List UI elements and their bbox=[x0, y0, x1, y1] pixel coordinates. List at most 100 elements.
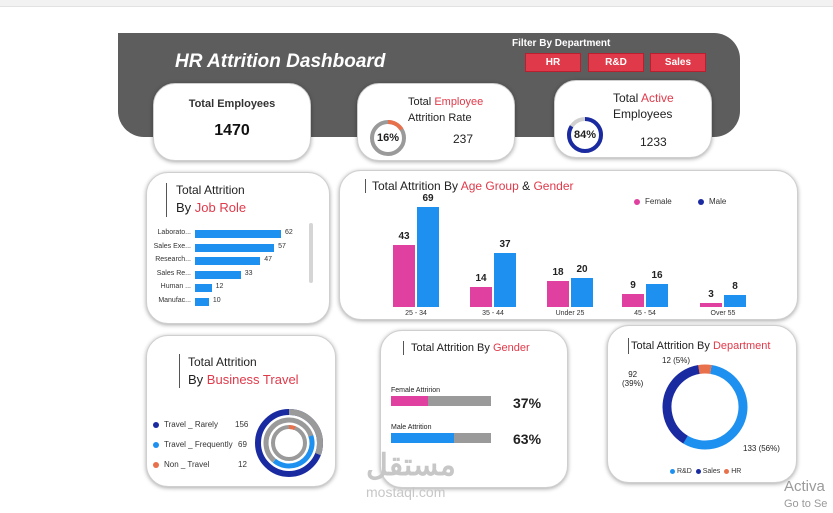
filter-button-hr[interactable]: HR bbox=[525, 53, 581, 72]
dept-legend-sales-label: Sales bbox=[702, 468, 721, 475]
age-gender-bar-male[interactable] bbox=[494, 253, 516, 307]
gender-title-plain: Total Attrition By bbox=[411, 342, 490, 354]
age-gender-bar-value: 20 bbox=[576, 264, 588, 275]
job-role-bar-label: Research... bbox=[155, 256, 191, 263]
age-gender-category-label: 35 - 44 bbox=[482, 310, 504, 317]
kpi-attrition-subtitle: Attrition Rate bbox=[408, 112, 472, 124]
kpi-attrition-value: 237 bbox=[453, 132, 474, 146]
legend-female-label: Female bbox=[645, 197, 672, 206]
age-gender-bar-male[interactable] bbox=[646, 283, 668, 307]
age-gender-category-label: 25 - 34 bbox=[405, 310, 427, 317]
age-gender-bar-value: 14 bbox=[475, 272, 487, 284]
kpi-attrition-label-plain: Total bbox=[408, 96, 432, 108]
kpi-active-value: 1233 bbox=[640, 135, 667, 149]
job-role-bar-value: 12 bbox=[215, 283, 224, 290]
travel-item-frequently: Travel _ Frequently bbox=[153, 440, 233, 449]
kpi-active-title: Total Active bbox=[613, 91, 674, 105]
job-role-bar[interactable] bbox=[195, 297, 209, 306]
kpi-active-card: Total Active Employees 84% 1233 bbox=[554, 80, 712, 158]
male-attrition-label: Male Attrition bbox=[391, 424, 432, 431]
age-gender-title-gender: Gender bbox=[533, 179, 574, 193]
legend-male-dot bbox=[698, 198, 704, 205]
travel-non-label: Non _ Travel bbox=[164, 460, 210, 469]
travel-rarely-dot bbox=[153, 421, 159, 428]
job-role-bar[interactable] bbox=[195, 243, 275, 252]
travel-donut-ring-outer-rest bbox=[255, 409, 323, 477]
female-attrition-track bbox=[391, 396, 491, 406]
gender-title: Total Attrition By Gender bbox=[411, 342, 530, 354]
job-role-bar[interactable] bbox=[195, 230, 281, 238]
filter-button-sales[interactable]: Sales bbox=[650, 53, 706, 72]
age-gender-title: Total Attrition By Age Group & Gender bbox=[372, 179, 574, 193]
mostaql-watermark-url: mostaql.com bbox=[366, 484, 446, 500]
business-travel-title-line2: By Business Travel bbox=[188, 372, 299, 387]
business-travel-title-red: Business Travel bbox=[206, 372, 299, 387]
dept-label-sales-pct: (39%) bbox=[622, 379, 644, 388]
travel-non-value: 12 bbox=[238, 460, 247, 469]
dept-legend-rnd-dot bbox=[670, 468, 675, 474]
job-role-title-by: By bbox=[176, 200, 192, 215]
kpi-attrition-title: Total Employee bbox=[408, 96, 483, 108]
travel-non-dot bbox=[153, 461, 159, 468]
dept-legend-hr-dot bbox=[724, 468, 730, 474]
department-slice-rnd[interactable] bbox=[662, 364, 749, 451]
filter-button-rnd[interactable]: R&D bbox=[588, 53, 644, 72]
job-role-scrollbar[interactable] bbox=[309, 223, 313, 283]
dept-legend-hr-label: HR bbox=[731, 468, 742, 475]
job-role-bar-label: Human ... bbox=[160, 283, 191, 290]
legend-female-dot bbox=[634, 198, 640, 205]
age-gender-bar-female[interactable] bbox=[470, 286, 492, 307]
travel-item-non: Non _ Travel bbox=[153, 460, 209, 469]
legend-male: Male bbox=[698, 197, 726, 206]
job-role-bar-label: Sales Re... bbox=[156, 269, 191, 277]
job-role-bar[interactable] bbox=[195, 284, 212, 292]
age-gender-bar-female[interactable] bbox=[700, 302, 722, 307]
job-role-accent bbox=[166, 183, 167, 217]
mostaql-watermark-arabic: مستقل bbox=[366, 449, 456, 482]
business-travel-card: Total Attrition By Business Travel Trave… bbox=[146, 335, 336, 487]
age-gender-accent bbox=[365, 179, 366, 193]
age-gender-bar-male[interactable] bbox=[571, 278, 593, 307]
age-gender-bar-value: 43 bbox=[398, 230, 410, 242]
travel-frequently-label: Travel _ Frequently bbox=[164, 440, 233, 449]
job-role-bar-value: 33 bbox=[244, 269, 253, 277]
dept-legend-sales-dot bbox=[695, 468, 701, 474]
kpi-attrition-gauge-fill bbox=[370, 120, 406, 156]
job-role-bar[interactable] bbox=[195, 270, 241, 279]
age-gender-bar-female[interactable] bbox=[622, 293, 644, 307]
kpi-total-employees-value: 1470 bbox=[214, 122, 250, 139]
department-title-red: Department bbox=[712, 340, 771, 352]
age-gender-title-age: Age Group bbox=[460, 179, 519, 193]
travel-rarely-label: Travel _ Rarely bbox=[164, 420, 218, 429]
age-gender-bar-female[interactable] bbox=[547, 280, 569, 307]
legend-female: Female bbox=[634, 197, 672, 206]
gender-accent bbox=[403, 341, 404, 355]
kpi-total-employees-card: Total Employees 1470 bbox=[153, 83, 311, 161]
job-role-bar-label: Sales Exe... bbox=[153, 242, 191, 250]
age-gender-bar-female[interactable] bbox=[393, 244, 415, 307]
department-donut bbox=[660, 362, 750, 452]
age-gender-bar-value: 9 bbox=[630, 279, 636, 291]
kpi-attrition-gauge bbox=[370, 120, 406, 156]
age-gender-card: Total Attrition By Age Group & Gender Fe… bbox=[339, 170, 798, 320]
age-gender-bar-male[interactable] bbox=[724, 295, 746, 307]
windows-activation-line1: Activa bbox=[784, 478, 825, 495]
business-travel-accent bbox=[179, 354, 180, 388]
business-travel-donut bbox=[255, 409, 323, 477]
dept-label-sales: 92 (39%) bbox=[622, 370, 643, 388]
job-role-title-line1: Total Attrition bbox=[176, 183, 245, 197]
kpi-active-label-plain: Total bbox=[613, 91, 639, 105]
department-slice-hr[interactable] bbox=[661, 363, 748, 450]
job-role-bar[interactable] bbox=[195, 257, 261, 265]
department-slice-sales[interactable] bbox=[660, 362, 750, 452]
gender-title-red: Gender bbox=[492, 342, 530, 354]
department-title-plain: Total Attrition By bbox=[631, 340, 710, 352]
dashboard-title: HR Attrition Dashboard bbox=[175, 51, 386, 72]
job-role-bar-value: 57 bbox=[278, 242, 286, 250]
kpi-attrition-pct: 16% bbox=[376, 132, 400, 144]
age-gender-bar-male[interactable] bbox=[417, 207, 439, 307]
travel-rarely-value: 156 bbox=[235, 420, 249, 429]
business-travel-title-by: By bbox=[188, 372, 204, 387]
age-gender-category-label: 45 - 54 bbox=[634, 310, 656, 317]
kpi-total-employees-label: Total Employees bbox=[188, 98, 276, 110]
